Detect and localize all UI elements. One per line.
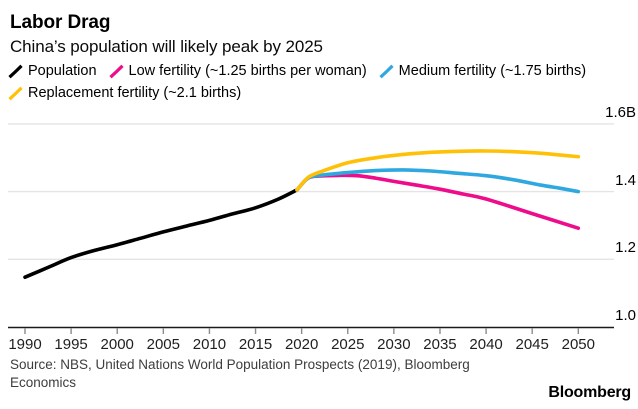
series-line-replacement <box>295 149 581 192</box>
legend-label: Replacement fertility (~2.1 births) <box>28 85 242 101</box>
replacement-fertility-line-swatch-icon <box>8 86 23 101</box>
x-axis-label: 2050 <box>561 336 595 353</box>
series-line-population <box>23 188 299 279</box>
medium-fertility-line-swatch-icon <box>379 64 394 79</box>
y-axis-label: 1.4 <box>615 171 636 189</box>
y-axis-label: 1.6B <box>605 103 636 121</box>
legend-label: Population <box>28 63 97 79</box>
population-line-chart <box>8 123 614 334</box>
y-axis-label: 1.0 <box>615 307 636 324</box>
low-fertility-line-swatch-icon <box>108 64 124 79</box>
legend-label: Medium fertility (~1.75 births) <box>398 63 587 79</box>
source-note: Source: NBS, United Nations World Popula… <box>10 356 510 391</box>
x-axis-label: 1995 <box>54 336 88 353</box>
x-axis-label: 2040 <box>469 336 503 353</box>
legend-item-population: Population <box>8 62 97 81</box>
y-axis-label: 1.2 <box>615 239 636 257</box>
x-axis-label: 2025 <box>331 336 365 353</box>
x-axis-label: 2000 <box>100 336 134 353</box>
population-line-swatch-icon <box>8 64 23 79</box>
x-axis-label: 2030 <box>377 336 411 353</box>
source-line: Economics <box>10 374 77 390</box>
series-lines <box>23 149 581 279</box>
gridlines <box>8 123 614 261</box>
legend-label: Low fertility (~1.25 births per woman) <box>128 63 367 79</box>
x-axis-label: 2020 <box>284 336 319 353</box>
chart-title: Labor Drag <box>10 12 111 33</box>
x-axis-label: 2045 <box>515 336 549 353</box>
x-axis-label: 2015 <box>238 336 273 353</box>
bloomberg-logo: Bloomberg <box>548 384 631 401</box>
x-axis-label: 2035 <box>423 336 457 353</box>
chart-subtitle: China’s population will likely peak by 2… <box>10 37 323 56</box>
source-line: Source: NBS, United Nations World Popula… <box>10 357 470 372</box>
x-axis-label: 2010 <box>192 336 227 353</box>
legend-item-replacement-fertility: Replacement fertility (~2.1 births) <box>8 84 241 103</box>
legend: Population Low fertility (~1.25 births p… <box>8 62 632 103</box>
legend-item-low-fertility: Low fertility (~1.25 births per woman) <box>108 62 367 81</box>
x-axis-label: 2005 <box>146 336 180 353</box>
series-line-medium <box>295 168 581 194</box>
legend-item-medium-fertility: Medium fertility (~1.75 births) <box>379 62 586 81</box>
x-axis-label: 1990 <box>8 336 42 353</box>
x-axis <box>8 326 614 334</box>
